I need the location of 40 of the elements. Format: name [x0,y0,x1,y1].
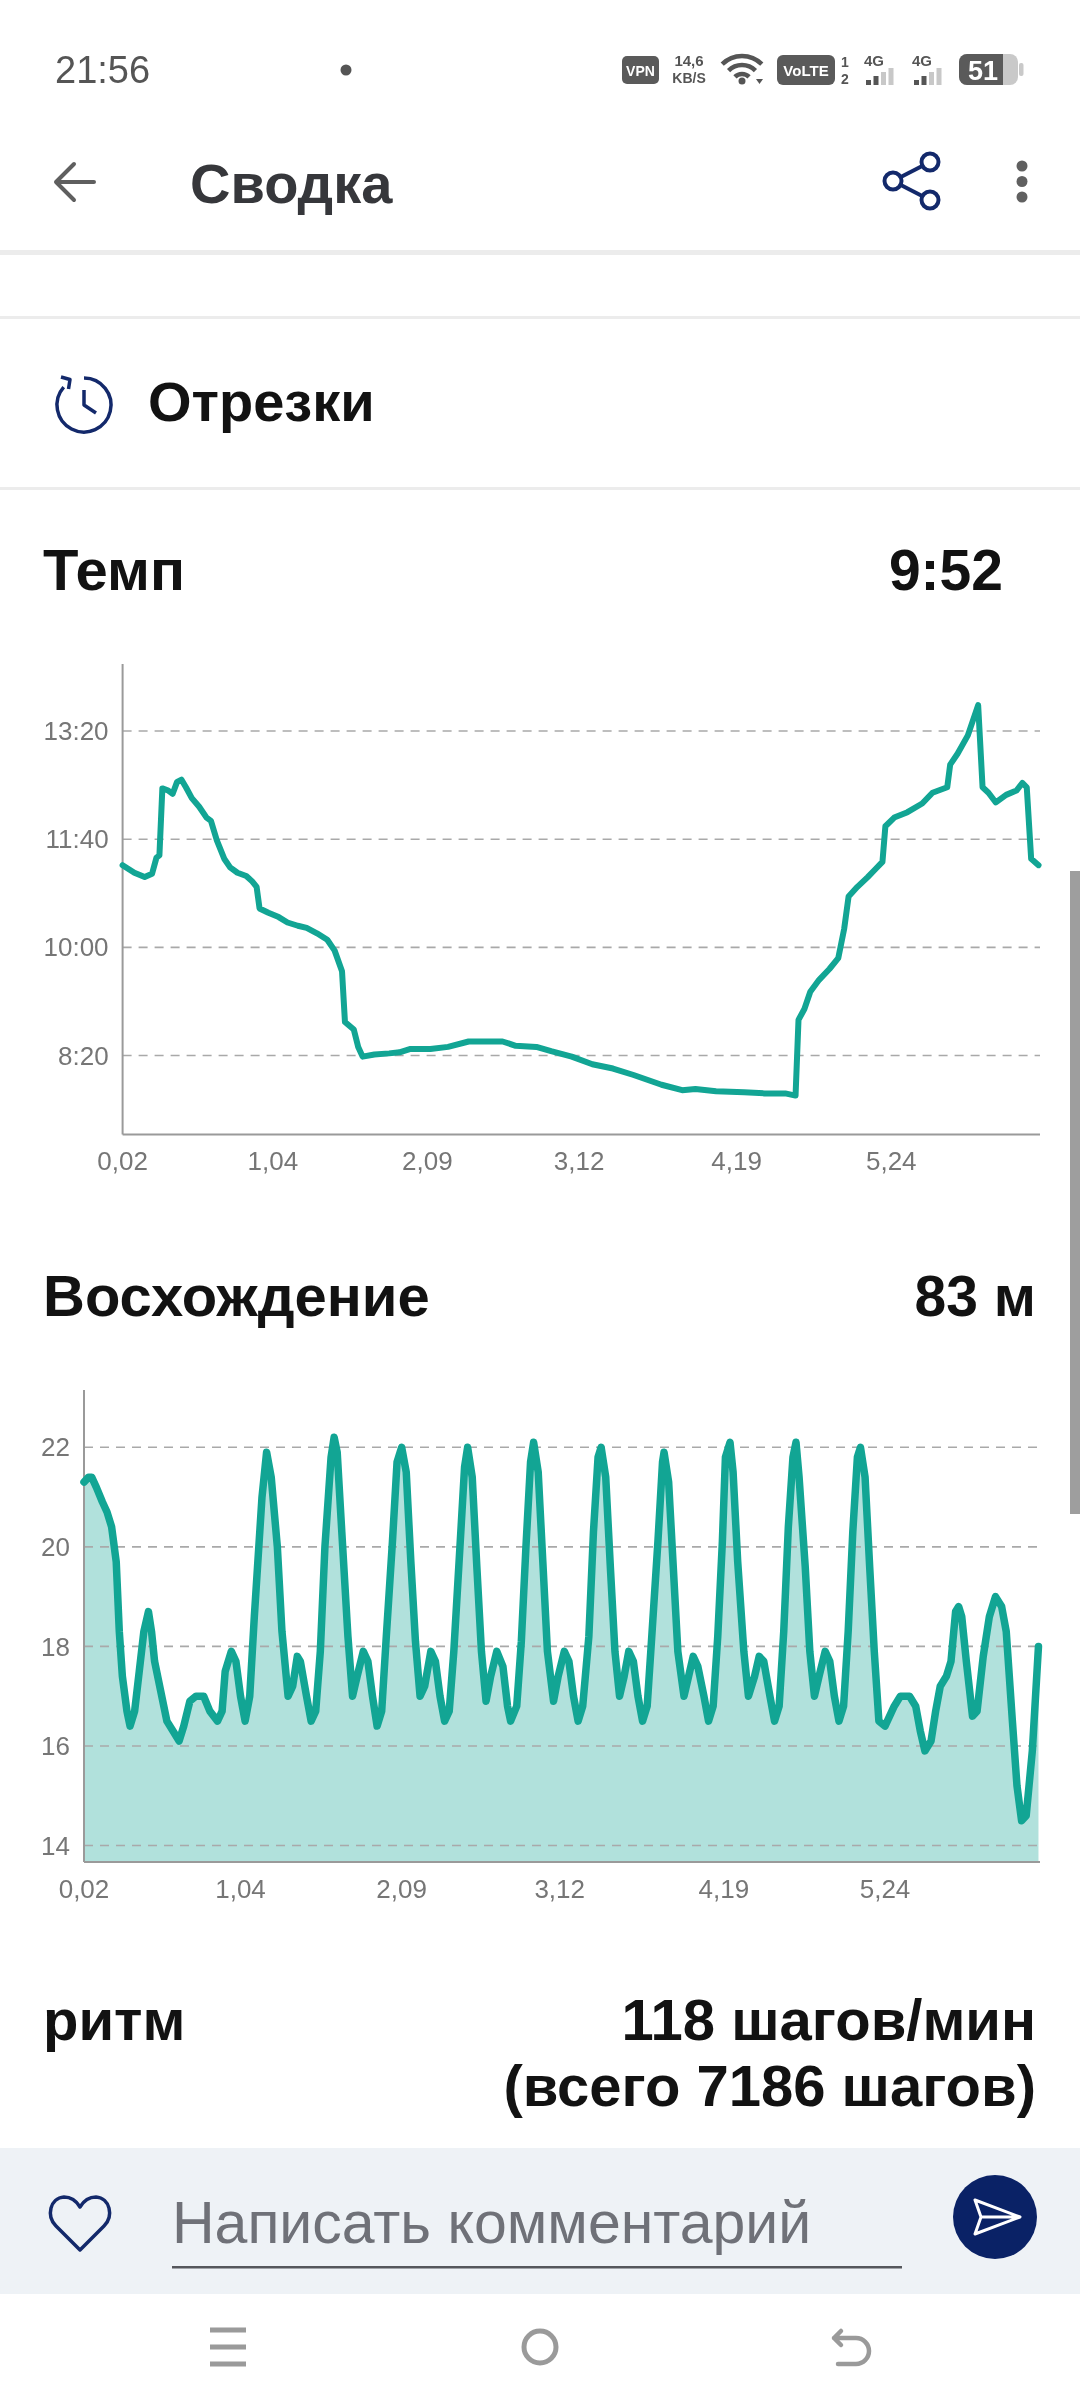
text: ритм [43,1987,186,2052]
text: KB/S [672,70,706,86]
x-tick-label: 5,24 [859,1873,911,1904]
chart-title: Восхождение [43,1263,430,1328]
text: 118 шагов/мин (всего 7186 шагов) [503,1987,1036,2118]
text: 14,6 [674,52,704,69]
text: 4G [864,52,885,69]
text: VPN [626,62,655,79]
x-tick-label: 3,12 [534,1873,585,1904]
x-tick-label: 0,02 [58,1873,110,1904]
x-tick-label: 2,09 [376,1873,427,1904]
x-tick-label: 2,09 [402,1146,453,1176]
x-tick-label: 1,04 [247,1146,299,1176]
text: 1 [841,54,850,70]
chart-subtitle: 9:52 [888,538,1003,602]
y-tick-label: 16 [41,1731,70,1762]
text: 51 [967,56,999,86]
text: Отрезки [148,370,375,433]
y-tick-label: 20 [41,1531,70,1562]
text: 4G [912,52,933,69]
text: 21:56 [55,49,151,91]
y-tick-label: 10:00 [43,932,109,963]
x-tick-label: 5,24 [865,1146,917,1176]
y-tick-label: 8:20 [57,1040,109,1071]
y-tick-label: 22 [41,1432,70,1463]
text: VoLTE [783,62,829,79]
y-tick-label: 18 [41,1631,70,1662]
text: 2 [841,71,850,87]
y-tick-label: 11:40 [45,824,109,855]
chart-title: Темп [43,537,185,602]
x-tick-label: 3,12 [553,1146,605,1176]
y-tick-label: 14 [41,1830,70,1861]
x-tick-label: 4,19 [698,1873,750,1904]
text: Написать комментарий [172,2190,812,2256]
text: Сводка [190,152,394,215]
x-tick-label: 1,04 [215,1873,266,1904]
x-tick-label: 0,02 [97,1146,148,1176]
y-tick-label: 13:20 [43,716,109,747]
chart-subtitle: 83 м [914,1264,1036,1328]
x-tick-label: 4,19 [711,1146,762,1176]
